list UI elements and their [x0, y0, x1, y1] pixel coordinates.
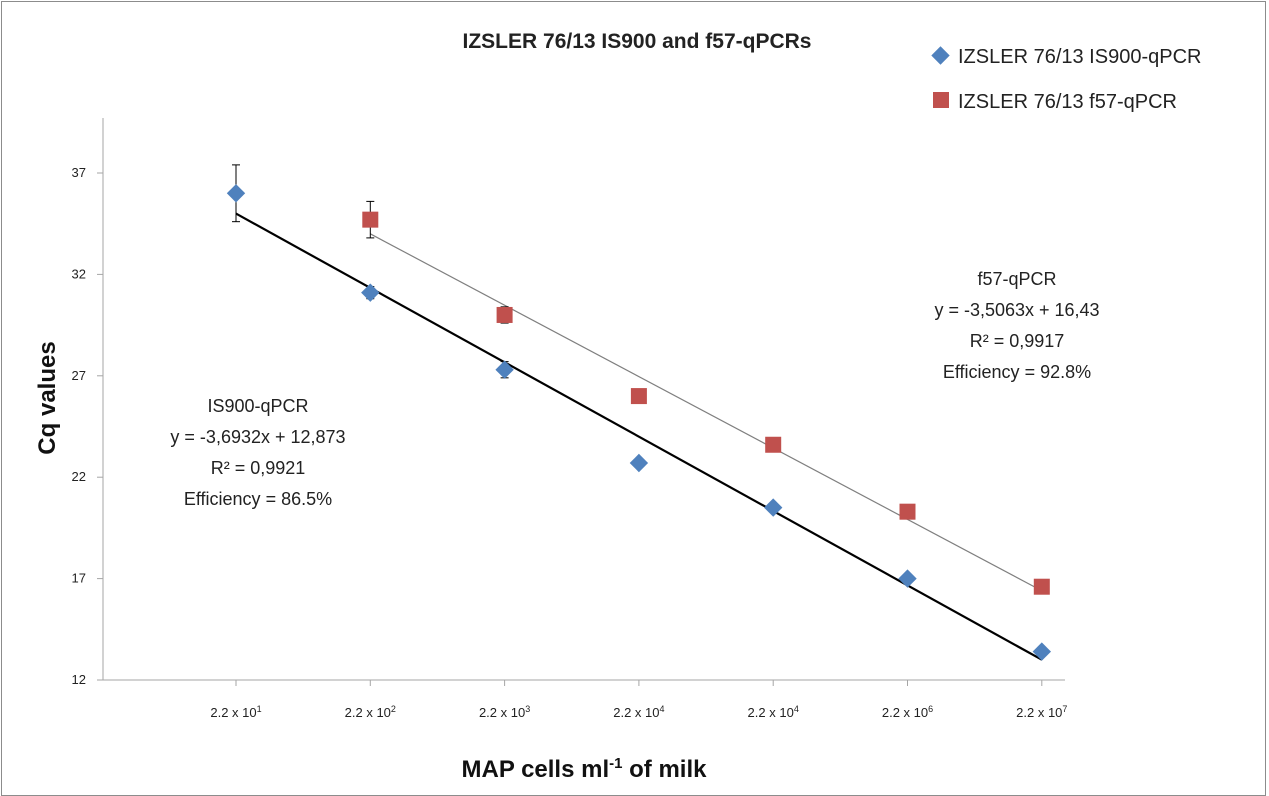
tick-labels: 12 17 22 27 32 37 2.2 x 101 2.2 x 102 2.2 x 103 2… [72, 165, 1068, 720]
y-tick-label: 22 [72, 469, 86, 484]
annotation-f57: f57-qPCR y = -3,5063x + 16,43 R² = 0,9917 E… [934, 269, 1099, 382]
data-point-f57 [496, 306, 513, 323]
legend-label-f57: IZSLER 76/13 f57-qPCR [958, 91, 1177, 113]
data-point-f57 [765, 436, 782, 453]
data-point-is900 [495, 360, 514, 379]
legend-label-is900: IZSLER 76/13 IS900-qPCR [958, 46, 1201, 68]
x-tick-label: 2.2 x 107 [1016, 704, 1067, 720]
data-point-is900 [361, 283, 380, 302]
error-bars [232, 164, 1046, 655]
legend: IZSLER 76/13 IS900-qPCR IZSLER 76/13 f57… [931, 46, 1201, 113]
trendline-f57 [370, 233, 1043, 592]
legend-marker-square [933, 92, 949, 108]
data-point-is900 [898, 569, 917, 588]
data-point-is900 [1032, 642, 1051, 661]
data-point-is900 [226, 184, 246, 203]
data-point-f57 [1033, 578, 1050, 595]
x-axis-label: MAP cells ml-1 of milk [462, 755, 708, 783]
x-tick-label: 2.2 x 104 [748, 704, 799, 720]
data-point-f57 [899, 503, 916, 520]
y-tick-label: 32 [72, 266, 86, 281]
x-tick-label: 2.2 x 106 [882, 704, 933, 720]
y-tick-label: 17 [72, 571, 86, 586]
y-tick-label: 37 [72, 165, 86, 180]
legend-entry-f57: IZSLER 76/13 f57-qPCR [933, 91, 1177, 113]
y-tick-label: 12 [72, 672, 86, 687]
x-tick-label: 2.2 x 102 [345, 704, 396, 720]
x-tick-label: 2.2 x 104 [613, 704, 664, 720]
data-point-is900 [764, 498, 783, 517]
data-points [226, 184, 1051, 661]
annotation-is900: IS900-qPCR y = -3,6932x + 12,873 R² = 0,99… [170, 396, 345, 509]
axes [97, 118, 1065, 686]
y-axis-label: Cq values [34, 341, 61, 454]
data-point-f57 [362, 211, 379, 228]
chart-title: IZSLER 76/13 IS900 and f57-qPCRs [463, 30, 812, 53]
trendlines [235, 212, 1043, 661]
data-point-is900 [629, 453, 649, 473]
legend-marker-diamond [931, 46, 950, 65]
x-tick-label: 2.2 x 103 [479, 704, 530, 720]
trendline-is900 [235, 212, 1043, 661]
data-point-f57 [630, 388, 647, 405]
x-tick-label: 2.2 x 101 [210, 704, 261, 720]
legend-entry-is900: IZSLER 76/13 IS900-qPCR [931, 46, 1201, 68]
y-tick-label: 27 [72, 368, 86, 383]
